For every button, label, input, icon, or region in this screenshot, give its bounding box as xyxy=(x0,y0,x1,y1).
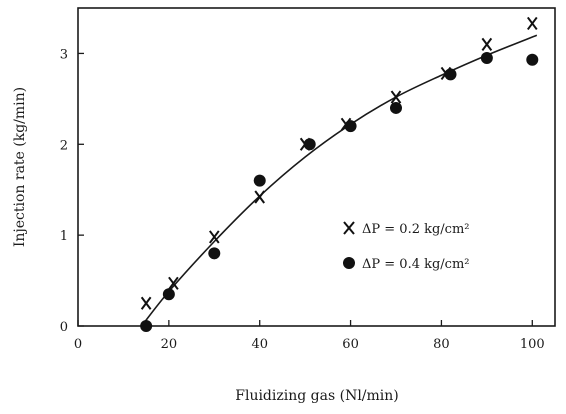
x-tick-label: 80 xyxy=(433,337,450,352)
plot-frame xyxy=(77,7,556,327)
y-axis-title: Injection rate (kg/min) xyxy=(12,87,28,247)
x-tick-label: 100 xyxy=(520,337,545,352)
point-dp-0-4 xyxy=(444,68,457,81)
point-dp-0-4 xyxy=(253,174,266,187)
point-dp-0-2 xyxy=(208,230,220,244)
legend-label-dp-0-4: ΔP = 0.4 kg/cm² xyxy=(362,257,470,272)
point-dp-0-4 xyxy=(526,53,539,66)
y-tick-label: 2 xyxy=(60,138,68,153)
y-tick-label: 0 xyxy=(60,320,68,335)
point-dp-0-4 xyxy=(390,101,402,114)
fit-curve xyxy=(140,34,538,327)
legend-label-dp-0-2: ΔP = 0.2 kg/cm² xyxy=(362,222,470,237)
y-tick-label: 3 xyxy=(60,47,68,62)
legend-marker-circle xyxy=(343,257,355,269)
data-points xyxy=(140,16,539,332)
point-dp-0-4 xyxy=(303,138,316,151)
point-dp-0-4 xyxy=(344,120,357,133)
point-dp-0-2 xyxy=(140,296,152,310)
x-tick-label: 40 xyxy=(251,337,268,352)
x-axis-title: Fluidizing gas (Nl/min) xyxy=(235,388,399,404)
legend: ΔP = 0.2 kg/cm² ΔP = 0.4 kg/cm² xyxy=(343,221,470,272)
point-dp-0-2 xyxy=(390,90,402,104)
axis-ticks: 0 20 40 60 80 100 0 1 2 3 xyxy=(60,47,545,352)
point-dp-0-4 xyxy=(162,288,175,301)
point-dp-0-2 xyxy=(168,276,179,290)
point-dp-0-4 xyxy=(208,247,221,260)
y-tick-label: 1 xyxy=(60,229,68,244)
x-tick-label: 60 xyxy=(342,337,359,352)
x-tick-label: 0 xyxy=(74,337,82,352)
x-tick-label: 20 xyxy=(161,337,178,352)
point-dp-0-2 xyxy=(526,16,538,31)
point-dp-0-2 xyxy=(481,37,493,51)
point-dp-0-2 xyxy=(254,190,266,204)
point-dp-0-4 xyxy=(480,51,493,64)
legend-marker-x xyxy=(343,221,355,235)
point-dp-0-4 xyxy=(140,320,153,332)
